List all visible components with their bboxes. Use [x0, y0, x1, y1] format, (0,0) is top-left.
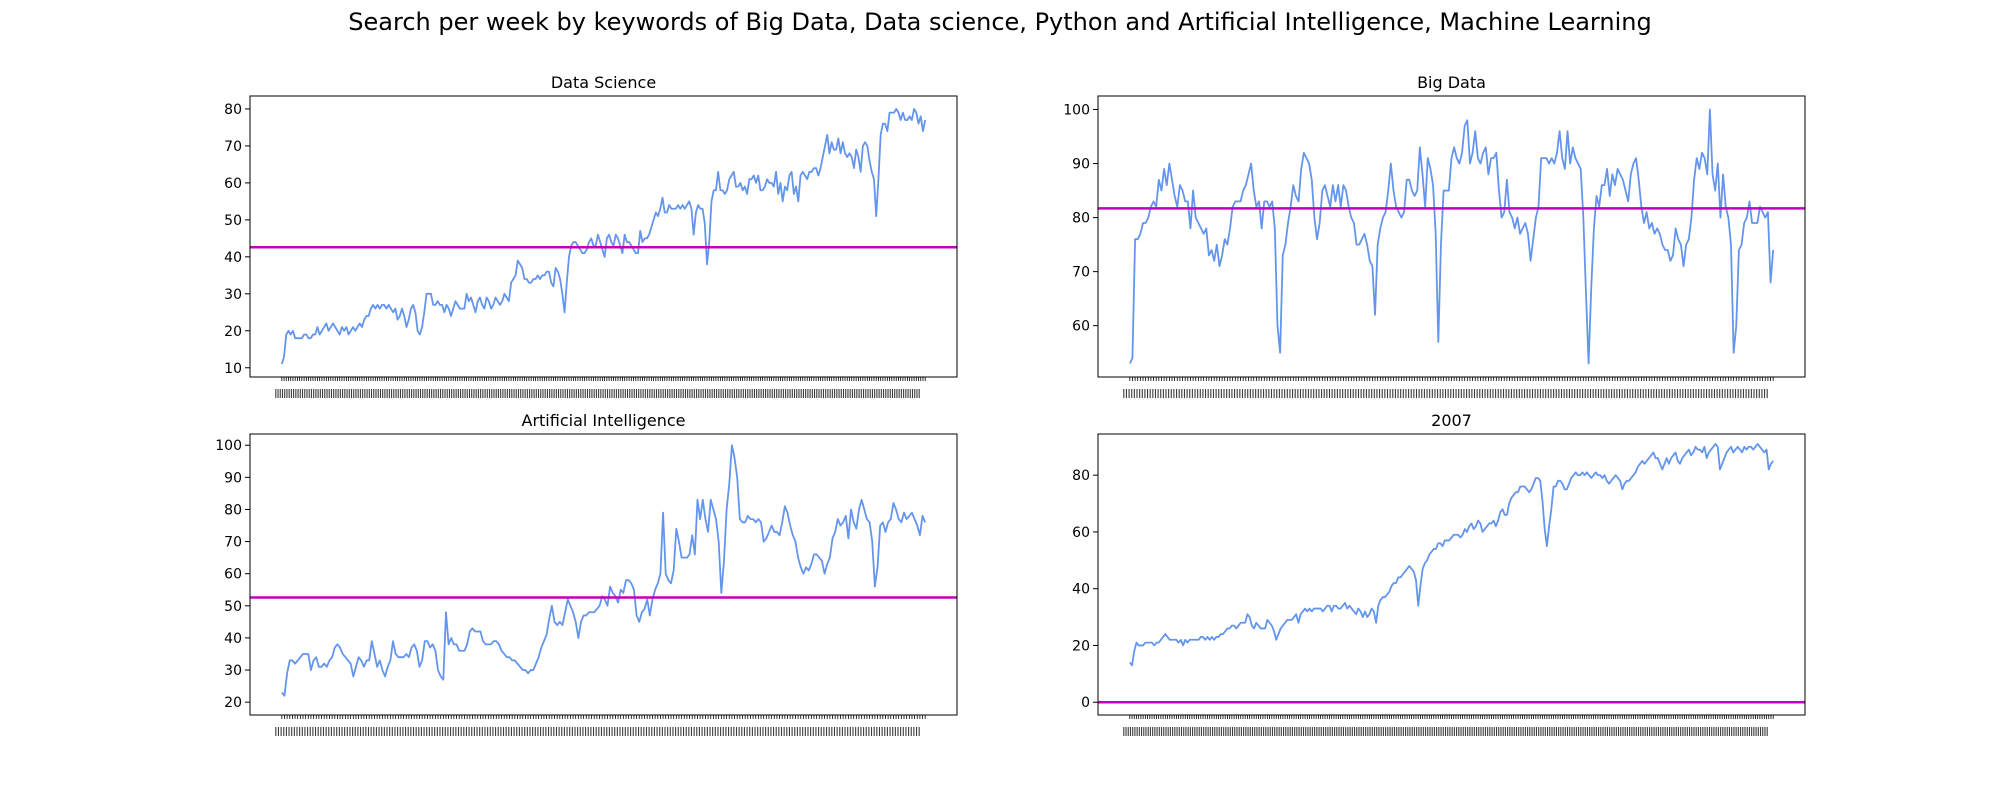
panel-2-axes-frame	[1097, 95, 1806, 378]
panel-3-ytick-label: 80	[224, 502, 242, 518]
panel-2-title: Big Data	[1417, 73, 1486, 92]
panel-1-ytick-label: 20	[224, 324, 242, 340]
panel-4-title: 2007	[1431, 411, 1472, 430]
panel-3-xticks	[281, 715, 926, 719]
panel-3-ytick-label: 40	[224, 631, 242, 647]
panel-4-xticks	[1129, 715, 1774, 719]
panel-2-ytick-label: 90	[1072, 157, 1090, 173]
panel-1-ytick-label: 60	[224, 176, 242, 192]
panel-3-ytick-label: 60	[224, 567, 242, 583]
panel-4-ytick-label: 60	[1072, 525, 1090, 541]
panel-4-axes-frame	[1097, 433, 1806, 716]
panel-4-ytick-label: 20	[1072, 638, 1090, 654]
panel-3-title: Artificial Intelligence	[522, 411, 686, 430]
panel-2-ytick-label: 100	[1063, 103, 1090, 119]
panel-4-ytick-label: 40	[1072, 582, 1090, 598]
figure-suptitle: Search per week by keywords of Big Data,…	[348, 8, 1652, 36]
panel-3-ytick-label: 20	[224, 695, 242, 711]
panel-2-xticks	[1129, 377, 1774, 381]
panel-1-ytick-label: 80	[224, 102, 242, 118]
panel-3-axes-frame	[249, 433, 958, 716]
panel-2-xtick-labels	[1123, 389, 1768, 398]
panel-1-xticks	[281, 377, 926, 381]
panel-3-ytick-label: 30	[224, 663, 242, 679]
panel-3-ytick-label: 70	[224, 535, 242, 551]
panel-3-xtick-labels	[275, 727, 920, 736]
panel-1-ytick-label: 30	[224, 287, 242, 303]
panel-4-series-line	[1129, 443, 1774, 667]
panel-4-ytick-label: 0	[1081, 695, 1090, 711]
panel-2-ytick-label: 60	[1072, 319, 1090, 335]
panel-2-ytick-label: 80	[1072, 211, 1090, 227]
panel-3-series-line	[281, 444, 927, 697]
panel-1-axes-frame	[249, 95, 958, 378]
panel-1-ytick-label: 50	[224, 213, 242, 229]
panel-3-ytick-label: 100	[215, 438, 242, 454]
panel-1-title: Data Science	[551, 73, 656, 92]
panel-3-ytick-label: 90	[224, 470, 242, 486]
panel-1-xtick-labels	[275, 389, 920, 398]
panel-2-series-line	[1129, 108, 1775, 365]
panel-1-series-line	[280, 108, 927, 365]
panel-1-ytick-label: 70	[224, 139, 242, 155]
panel-3-ytick-label: 50	[224, 599, 242, 615]
panel-4-ytick-label: 80	[1072, 468, 1090, 484]
panel-1-ytick-label: 10	[224, 361, 242, 377]
panel-2-ytick-label: 70	[1072, 265, 1090, 281]
panel-4-xtick-labels	[1123, 727, 1768, 736]
panel-1-ytick-label: 40	[224, 250, 242, 266]
